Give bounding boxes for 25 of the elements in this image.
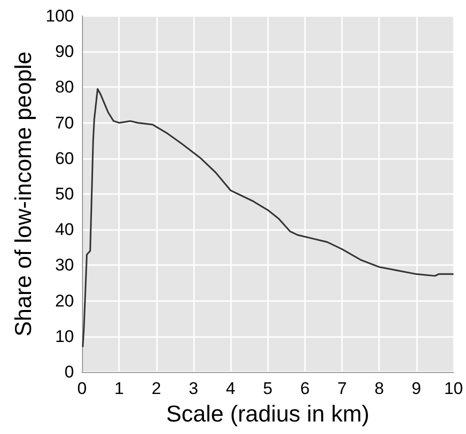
y-tick-label: 90 [55, 42, 74, 62]
x-tick-label: 6 [300, 379, 310, 398]
y-tick-label: 20 [55, 291, 74, 310]
x-tick-label: 3 [188, 379, 198, 398]
x-tick-label: 2 [152, 379, 162, 398]
y-tick-label: 80 [55, 78, 74, 97]
x-tick-label: 9 [412, 379, 422, 398]
x-tick-label: 1 [114, 379, 124, 398]
y-tick-label: 100 [46, 6, 74, 26]
x-tick-label: 4 [226, 379, 236, 398]
x-tick-label: 8 [374, 379, 384, 398]
x-tick-label: 7 [337, 379, 347, 398]
line-series [82, 88, 454, 348]
y-tick-label: 40 [55, 220, 74, 240]
x-tick-label: 0 [77, 379, 87, 398]
y-tick-label: 60 [55, 148, 74, 168]
y-tick-label: 0 [64, 362, 74, 382]
y-tick-label: 50 [55, 184, 74, 204]
x-axis-title: Scale (radius in km) [166, 400, 370, 426]
x-tick-label: 10 [444, 379, 464, 398]
y-tick-label: 10 [55, 326, 74, 346]
y-axis-title: Share of low-income people [10, 51, 36, 337]
y-tick-label: 70 [55, 113, 74, 132]
x-tick-label: 5 [263, 379, 273, 398]
y-tick-label: 30 [55, 256, 74, 275]
